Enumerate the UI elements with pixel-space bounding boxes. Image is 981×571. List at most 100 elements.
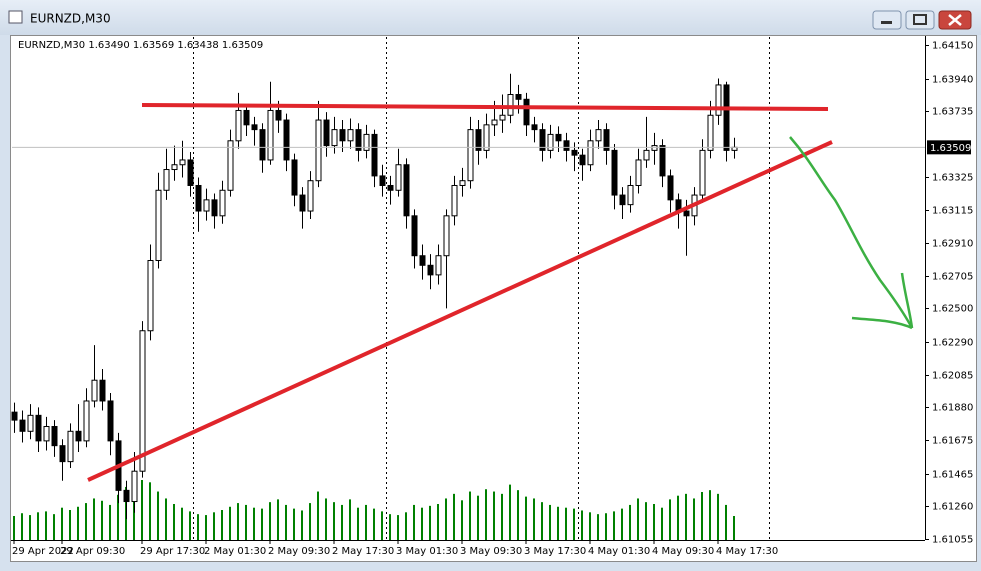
y-tick-label: 1.63325 — [932, 173, 973, 184]
volume-bar — [581, 510, 583, 540]
candle-body — [171, 164, 178, 171]
volume-bar — [381, 511, 383, 540]
candle-body — [715, 84, 722, 116]
candle-body — [475, 129, 482, 151]
volume-bar — [485, 489, 487, 540]
volume-bar — [205, 515, 207, 540]
candle-body — [67, 430, 74, 463]
volume-bar — [165, 498, 167, 540]
resistance-line — [141, 103, 829, 111]
window-icon — [8, 10, 23, 24]
x-tick-label: 3 May 17:30 — [524, 546, 586, 557]
volume-bar — [733, 516, 735, 540]
volume-bar — [109, 504, 111, 540]
volume-bar — [525, 496, 527, 540]
volume-bar — [533, 498, 535, 540]
candle-body — [51, 426, 58, 447]
x-tick-label: 29 Apr 09:30 — [60, 546, 125, 557]
volume-bar — [517, 490, 519, 540]
x-tick-label: 3 May 01:30 — [396, 546, 458, 557]
candle-body — [571, 149, 578, 156]
candle-body — [91, 379, 98, 402]
volume-bar — [29, 515, 31, 540]
candle-body — [451, 184, 458, 217]
volume-bar — [13, 516, 15, 540]
y-tick-label: 1.61465 — [932, 470, 973, 481]
volume-bar — [189, 511, 191, 540]
candle-body — [635, 159, 642, 186]
volume-bar — [181, 507, 183, 540]
candle-body — [443, 215, 450, 257]
candle-body — [611, 149, 618, 196]
candle-body — [547, 133, 554, 151]
candle-body — [555, 133, 562, 142]
candle-body — [587, 140, 594, 166]
volume-bar — [141, 480, 143, 540]
volume-bar — [541, 502, 543, 540]
candle-body — [291, 159, 298, 196]
volume-bar — [421, 507, 423, 540]
candle-body — [187, 159, 194, 186]
volume-bar — [285, 504, 287, 540]
candle-body — [339, 129, 346, 142]
volume-bar — [509, 484, 511, 540]
arrow-head — [851, 272, 914, 330]
candle-body — [459, 180, 466, 186]
chart-area — [10, 35, 977, 562]
candle-body — [83, 400, 90, 442]
y-tick-label: 1.61055 — [932, 535, 973, 546]
candle-body — [595, 129, 602, 142]
candle-body — [667, 175, 674, 201]
candle-body — [507, 94, 514, 116]
close-icon — [948, 14, 962, 26]
volume-bar — [173, 504, 175, 540]
y-tick-label: 1.62290 — [932, 338, 973, 349]
volume-bar — [85, 503, 87, 540]
restore-icon — [913, 14, 927, 25]
volume-bar — [101, 500, 103, 540]
candle-body — [75, 430, 82, 442]
volume-bar — [197, 514, 199, 540]
volume-bar — [237, 503, 239, 540]
candle-body — [331, 129, 338, 147]
candle-body — [227, 140, 234, 191]
x-tick-label: 2 May 17:30 — [332, 546, 394, 557]
volume-bar — [61, 507, 63, 540]
volume-bar — [717, 493, 719, 540]
volume-bar — [725, 504, 727, 540]
x-tick-label: 2 May 09:30 — [268, 546, 330, 557]
y-tick-label: 1.62910 — [932, 239, 973, 250]
candle-body — [259, 129, 266, 161]
volume-bar — [269, 502, 271, 540]
restore-button[interactable] — [905, 10, 935, 30]
candle-body — [643, 149, 650, 161]
y-tick-label: 1.61675 — [932, 436, 973, 447]
volume-bar — [573, 508, 575, 540]
candle-body — [723, 84, 730, 151]
x-tick-label: 29 Apr 17:30 — [140, 546, 205, 557]
candle-body — [243, 109, 250, 126]
volume-bar — [357, 507, 359, 540]
candle-body — [515, 94, 522, 100]
volume-bar — [453, 493, 455, 540]
candle-body — [123, 489, 130, 503]
volume-bar — [77, 506, 79, 540]
volume-bar — [405, 512, 407, 540]
candle-body — [411, 215, 418, 257]
candle-body — [523, 98, 530, 126]
plot — [11, 73, 925, 540]
candle-body — [147, 260, 154, 332]
candle-body — [219, 189, 226, 217]
volume-bar — [701, 492, 703, 540]
volume-bar — [221, 510, 223, 540]
minimize-button[interactable] — [872, 10, 902, 30]
window-title: EURNZD,M30 — [30, 12, 111, 26]
volume-bar — [365, 504, 367, 540]
candle-body — [211, 199, 218, 217]
candle-body — [355, 129, 362, 151]
volume-bar — [373, 508, 375, 540]
candle-body — [403, 164, 410, 217]
volume-bar — [469, 491, 471, 540]
x-tick-label: 29 Apr 2022 — [12, 546, 74, 557]
volume-bar — [157, 491, 159, 540]
